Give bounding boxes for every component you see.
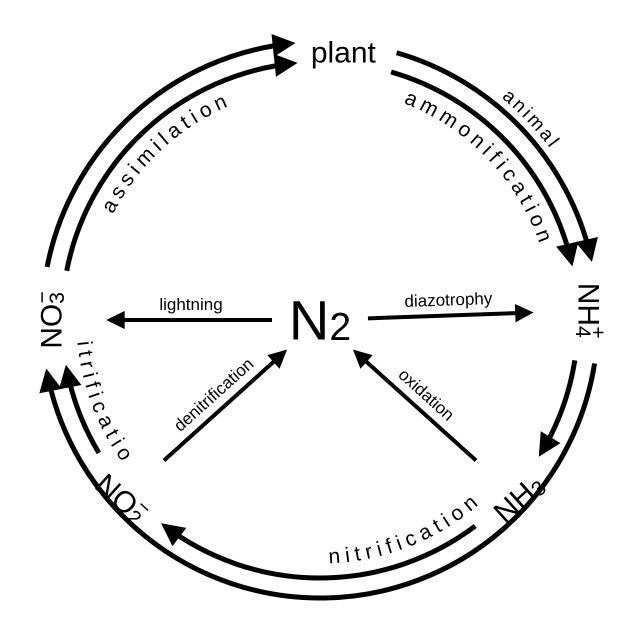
spoke-label-NO2: denitrification: [170, 354, 257, 435]
spoke-label-NO3: lightning: [159, 295, 222, 314]
arc-label-p-nitr2: nitrification: [0, 0, 140, 469]
arc-no3-plant-outer: [47, 44, 291, 267]
node-NO3: NO3−: [31, 291, 69, 349]
spoke-NH4: [368, 313, 530, 319]
svg-text:NO2−: NO2−: [88, 465, 156, 532]
node-NO2: NO2−: [88, 465, 156, 532]
svg-text:NH4+: NH4+: [571, 283, 609, 339]
arc-nh4-no3-outer: [47, 363, 594, 598]
svg-text:plant: plant: [311, 37, 377, 70]
spoke-NO2: [164, 352, 284, 460]
node-NH4: NH4+: [571, 283, 609, 339]
svg-text:NO3−: NO3−: [31, 291, 69, 349]
node-plant: plant: [311, 37, 377, 70]
center-n2: N2: [289, 289, 351, 352]
spoke-label-NH4: diazotrophy: [404, 289, 493, 311]
svg-text:NH3: NH3: [488, 469, 551, 531]
node-NH3: NH3: [488, 469, 551, 531]
spoke-NH3: [356, 352, 476, 460]
arc-no3-plant-inner: [67, 63, 293, 270]
arc-label-p-assim: assimilation: [97, 88, 235, 217]
